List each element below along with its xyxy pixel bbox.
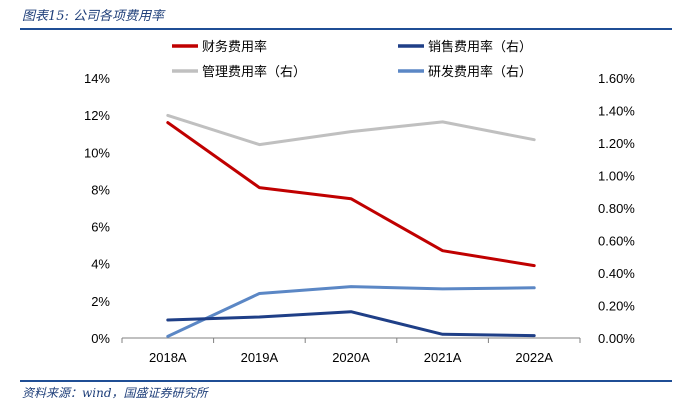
x-tick-label: 2018A: [149, 350, 187, 365]
right-tick-label: 0.00%: [598, 331, 635, 346]
right-tick-label: 1.00%: [598, 169, 635, 184]
left-tick-label: 8%: [91, 182, 110, 197]
source-note: 资料来源：wind，国盛证券研究所: [22, 386, 208, 400]
right-tick-label: 0.60%: [598, 234, 635, 249]
right-tick-label: 0.80%: [598, 201, 635, 216]
right-tick-label: 0.20%: [598, 299, 635, 314]
right-tick-label: 1.40%: [598, 104, 635, 119]
series-line: [166, 113, 536, 147]
series-line: [166, 121, 536, 268]
left-tick-label: 6%: [91, 220, 110, 235]
legend: 财务费用率 销售费用率（右） 管理费用率（右） 研发费用率（右）: [172, 39, 532, 79]
left-axis: 0% 2% 4% 6% 8% 10% 12% 14%: [84, 71, 110, 346]
top-rule: [20, 28, 672, 30]
x-tick-label: 2021A: [424, 350, 462, 365]
right-axis: 0.00% 0.20% 0.40% 0.60% 0.80% 1.00% 1.20% 1.40%…: [598, 71, 635, 346]
series-line: [166, 310, 536, 338]
series-lines: [166, 113, 536, 338]
x-tick-label: 2019A: [241, 350, 279, 365]
bottom-rule: [20, 380, 672, 382]
left-tick-label: 2%: [91, 294, 110, 309]
left-tick-label: 0%: [91, 331, 110, 346]
legend-label: 财务费用率: [202, 39, 267, 54]
right-tick-label: 0.40%: [598, 266, 635, 281]
x-tick-label: 2022A: [515, 350, 553, 365]
left-tick-label: 14%: [84, 71, 110, 86]
left-tick-label: 12%: [84, 108, 110, 123]
right-tick-label: 1.20%: [598, 136, 635, 151]
legend-label: 管理费用率（右）: [202, 64, 306, 79]
legend-label: 销售费用率（右）: [428, 39, 532, 54]
x-tick-label: 2020A: [332, 350, 370, 365]
figure-title: 图表15: 公司各项费用率: [22, 9, 165, 24]
x-axis: 2018A 2019A 2020A 2021A 2022A: [121, 337, 581, 365]
left-tick-label: 4%: [91, 257, 110, 272]
right-tick-label: 1.60%: [598, 71, 635, 86]
left-tick-label: 10%: [84, 145, 110, 160]
legend-label: 研发费用率（右）: [428, 64, 532, 79]
